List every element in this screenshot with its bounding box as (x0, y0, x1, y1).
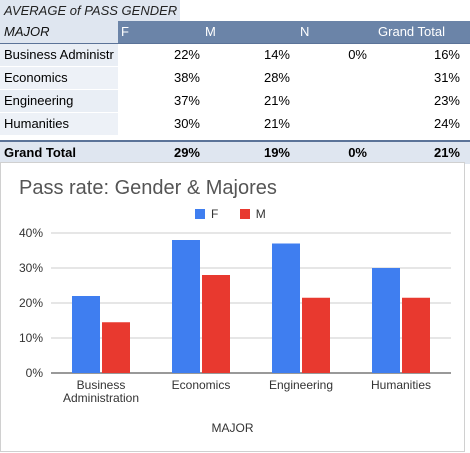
row-major-label[interactable]: Engineering (0, 90, 118, 112)
cell-n[interactable] (305, 67, 367, 89)
legend-label-f: F (211, 207, 219, 221)
pass-rate-chart[interactable]: Pass rate: Gender & Majores F M 0% 10% 20%… (0, 162, 465, 452)
y-tick-label: 40% (19, 226, 43, 240)
pivot-table: AVERAGE of PASS GENDER MAJOR F M N Grand… (0, 0, 470, 164)
cell-f[interactable]: 22% (173, 47, 200, 62)
cell-m[interactable]: 21% (263, 116, 290, 131)
x-tick-label: Engineering (269, 378, 333, 392)
cell-grand-total[interactable]: 31% (433, 70, 460, 85)
bar-f (372, 268, 400, 373)
x-tick-label: Humanities (371, 378, 431, 392)
pivot-title[interactable]: AVERAGE of PASS GENDER (0, 0, 180, 21)
bar-m (102, 322, 130, 373)
legend-label-m: M (255, 207, 266, 221)
legend-item-m[interactable]: M (239, 207, 266, 221)
bar-f (172, 240, 200, 373)
header-major[interactable]: MAJOR (0, 21, 118, 43)
pivot-title-row: AVERAGE of PASS GENDER (0, 0, 470, 21)
cell-n[interactable] (305, 90, 367, 112)
header-f[interactable]: F (121, 24, 129, 39)
bar-m (402, 297, 430, 373)
y-tick-label: 30% (19, 261, 43, 275)
grand-total-n[interactable]: 0% (348, 145, 367, 160)
y-tick-label: 10% (19, 331, 43, 345)
legend-swatch-f (195, 209, 205, 219)
bar-f (272, 243, 300, 373)
chart-legend: F M (195, 207, 284, 221)
cell-f[interactable]: 38% (173, 70, 200, 85)
grand-total-f[interactable]: 29% (173, 145, 200, 160)
cell-n[interactable] (305, 113, 367, 135)
x-tick-label: Administration (63, 391, 139, 405)
grand-total-grand-total[interactable]: 21% (433, 145, 460, 160)
bar-m (202, 275, 230, 373)
cell-n[interactable]: 0% (348, 47, 367, 62)
table-row: Engineering 37% 21% 23% (0, 90, 470, 113)
cell-grand-total[interactable]: 23% (433, 93, 460, 108)
table-row: Economics 38% 28% 31% (0, 67, 470, 90)
table-row: Humanities 30% 21% 24% (0, 113, 470, 136)
pivot-header-row: MAJOR F M N Grand Total (0, 21, 470, 44)
cell-grand-total[interactable]: 16% (433, 47, 460, 62)
header-grand-total[interactable]: Grand Total (378, 24, 445, 39)
header-n[interactable]: N (300, 24, 310, 39)
legend-item-f[interactable]: F (195, 207, 218, 221)
x-axis-title: MAJOR (211, 421, 254, 435)
legend-swatch-m (239, 209, 250, 219)
row-major-label[interactable]: Humanities (0, 113, 118, 135)
cell-m[interactable]: 21% (263, 93, 290, 108)
cell-f[interactable]: 37% (173, 93, 200, 108)
cell-m[interactable]: 28% (263, 70, 290, 85)
bar-f (72, 296, 100, 373)
y-tick-label: 0% (26, 366, 44, 380)
x-tick-label: Business (77, 378, 126, 392)
bar-m (302, 297, 330, 373)
header-m[interactable]: M (205, 24, 216, 39)
x-tick-label: Economics (172, 378, 231, 392)
row-major-label[interactable]: Economics (0, 67, 118, 89)
y-tick-label: 20% (19, 296, 43, 310)
table-row: Business Administr 22% 14% 0% 16% (0, 44, 470, 67)
chart-title: Pass rate: Gender & Majores (19, 177, 277, 199)
cell-grand-total[interactable]: 24% (433, 116, 460, 131)
cell-m[interactable]: 14% (263, 47, 290, 62)
row-major-label[interactable]: Business Administr (0, 44, 118, 66)
grand-total-m[interactable]: 19% (263, 145, 290, 160)
grand-total-label[interactable]: Grand Total (4, 145, 76, 160)
cell-f[interactable]: 30% (173, 116, 200, 131)
grand-total-row: Grand Total 29% 19% 0% 21% (0, 140, 470, 164)
